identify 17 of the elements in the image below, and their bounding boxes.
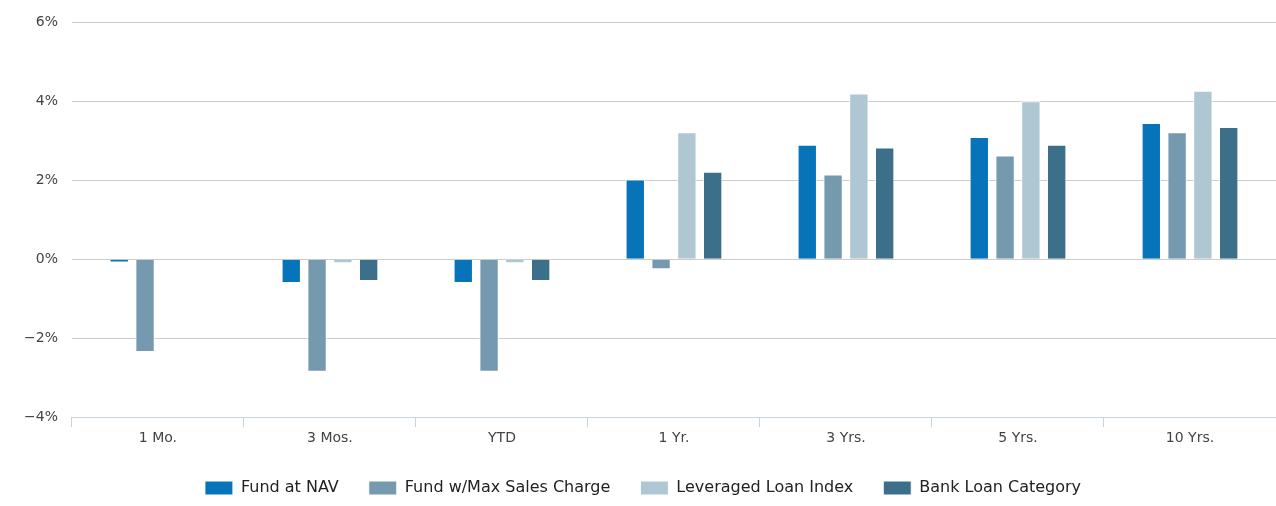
- x-tick-label: 3 Mos.: [307, 429, 353, 446]
- y-tick-label: 6%: [35, 13, 58, 30]
- x-tick-label: 5 Yrs.: [998, 429, 1038, 446]
- x-tick-label: 1 Yr.: [658, 429, 690, 446]
- y-tick-label: −4%: [23, 407, 58, 424]
- y-tick-label: 4%: [35, 92, 58, 108]
- legend-label: Bank Loan Category: [919, 477, 1082, 497]
- x-tick-label: YTD: [487, 429, 516, 446]
- x-tick-label: 1 Mo.: [138, 429, 178, 446]
- legend-label: Fund w/Max Sales Charge: [404, 477, 611, 497]
- y-tick-label: −2%: [23, 328, 58, 345]
- y-tick-label: 0%: [35, 249, 58, 266]
- x-tick-label: 10 Yrs.: [1165, 429, 1215, 446]
- y-tick-label: 2%: [35, 170, 58, 187]
- legend-label: Fund at NAV: [240, 477, 339, 497]
- x-tick-label: 3 Yrs.: [826, 429, 866, 446]
- legend-label: Leveraged Loan Index: [676, 477, 854, 497]
